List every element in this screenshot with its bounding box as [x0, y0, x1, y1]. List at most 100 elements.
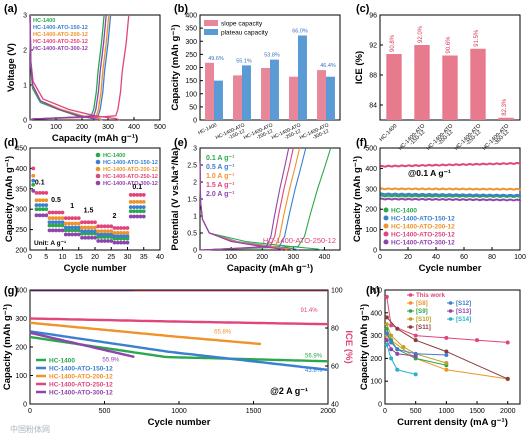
- d-legend-marker: [95, 159, 101, 165]
- d-point: [60, 216, 65, 221]
- f-x-tick-label: 80: [488, 254, 496, 261]
- d-point: [115, 240, 120, 245]
- b-y-tick-label: 0: [193, 118, 197, 125]
- d-point: [31, 173, 36, 178]
- d-point: [73, 225, 78, 230]
- d-point: [41, 213, 45, 218]
- d-point: [34, 203, 39, 208]
- h-series-point: [384, 342, 389, 347]
- d-point: [83, 220, 88, 225]
- c-value-label: 91.5%: [474, 29, 480, 47]
- e-y-tick-label: 2: [193, 180, 197, 187]
- d-point: [67, 225, 71, 230]
- g-y2-axis-label: ICE (%): [343, 330, 354, 363]
- h-series-point: [413, 372, 418, 377]
- h-legend-label: [S11]: [416, 324, 431, 331]
- d-point: [76, 232, 81, 237]
- panel-f: 0 20 40 60 80 100 0 100 200 300 400 500 Cycle number…: [352, 137, 526, 274]
- d-point: [93, 229, 97, 234]
- c-bar: [414, 45, 430, 120]
- a-x-tick-label: 0: [28, 124, 32, 131]
- a-x-tick-label: 300: [102, 124, 114, 131]
- d-point: [109, 224, 114, 229]
- h-legend-label: [S8]: [416, 300, 428, 307]
- d-point: [67, 228, 71, 233]
- d-point: [41, 190, 45, 195]
- d-point: [57, 223, 62, 228]
- h-series-point: [389, 323, 394, 328]
- d-point: [34, 207, 39, 212]
- g-x-tick-label: 500: [99, 408, 111, 415]
- h-series-point: [384, 322, 389, 327]
- d-point: [89, 220, 94, 225]
- d-point: [89, 225, 94, 230]
- d-point: [41, 203, 45, 208]
- d-point: [119, 234, 123, 239]
- e-legend-label: 0.1 A g⁻¹: [206, 155, 235, 162]
- b-bar: [317, 70, 326, 120]
- f-x-tick-label: 40: [432, 254, 440, 261]
- d-point: [41, 207, 45, 212]
- g-capacity-curve: [29, 317, 329, 326]
- b-y-tick-label: 300: [185, 39, 197, 46]
- b-bar: [298, 35, 307, 120]
- f-legend-label: HC-1400-ATO-300-12: [391, 240, 455, 247]
- x-axis-label: Cycle number: [64, 263, 127, 274]
- d-point: [80, 235, 84, 240]
- d-point: [67, 232, 71, 237]
- panel-h: 0 500 1000 1500 2000 0 100 200 300 400 500 Current …: [359, 285, 521, 428]
- watermark: 中国粉体网: [10, 424, 50, 434]
- h-x-tick-label: 1500: [469, 408, 485, 415]
- d-x-tick-label: 5: [44, 254, 48, 261]
- d-point: [63, 225, 68, 230]
- d-point: [73, 216, 78, 221]
- d-legend-marker: [95, 152, 101, 158]
- h-legend-label: [S13]: [456, 308, 471, 315]
- e-x-tick-label: 200: [256, 254, 268, 261]
- d-point: [115, 234, 120, 239]
- b-percent-label: 49.6%: [208, 56, 224, 62]
- b-bar: [242, 65, 251, 120]
- d-point: [135, 214, 140, 219]
- d-point: [44, 213, 49, 218]
- a-legend-entry: HC-1400-ATO-150-12: [33, 25, 88, 31]
- d-point: [99, 224, 104, 229]
- b-y-tick-label: 350: [185, 26, 197, 33]
- g-capacity-curve: [29, 321, 262, 346]
- h-series-point: [384, 294, 389, 299]
- x-axis-label: Capacity (mAh g⁻¹): [227, 263, 313, 274]
- d-point: [93, 220, 97, 225]
- d-point: [80, 225, 84, 230]
- c-bar: [386, 54, 402, 120]
- h-x-tick-label: 2000: [500, 408, 516, 415]
- g-x-tick-label: 0: [28, 408, 32, 415]
- d-point: [73, 221, 78, 226]
- h-legend-label: [S9]: [416, 308, 428, 315]
- h-y-tick-label: 500: [370, 288, 382, 295]
- g-x-tick-label: 1000: [171, 408, 187, 415]
- g-x-tick-label: 2000: [320, 408, 336, 415]
- h-series-point: [505, 340, 510, 345]
- e-x-tick-label: 0: [198, 254, 202, 261]
- b-bar: [233, 75, 242, 120]
- panel-e: 0 100 200 300 400 0 0.5 1 1.5 2 2.5 3 Capacity (mAh …: [170, 137, 341, 274]
- d-point: [34, 213, 39, 218]
- h-series-point: [444, 352, 449, 357]
- d-point: [122, 230, 127, 235]
- h-series-point: [395, 347, 400, 352]
- d-point: [50, 210, 55, 215]
- h-series-point: [395, 326, 400, 331]
- g-legend-label: HC-1400-ATO-150-12: [49, 366, 113, 373]
- a-legend-entry: HC-1400-ATO-250-12: [33, 39, 88, 45]
- d-x-tick-label: 35: [140, 254, 148, 261]
- h-legend-marker: [408, 317, 413, 321]
- d-point: [31, 178, 36, 183]
- d-point: [44, 207, 49, 212]
- d-point: [67, 221, 71, 226]
- d-legend-label: HC-1400-ATO-150-12: [103, 160, 158, 166]
- e-legend-label: 0.5 A g⁻¹: [206, 164, 235, 171]
- d-rate-label: 0.1: [132, 184, 142, 191]
- d-point: [54, 228, 58, 233]
- d-point: [132, 214, 136, 219]
